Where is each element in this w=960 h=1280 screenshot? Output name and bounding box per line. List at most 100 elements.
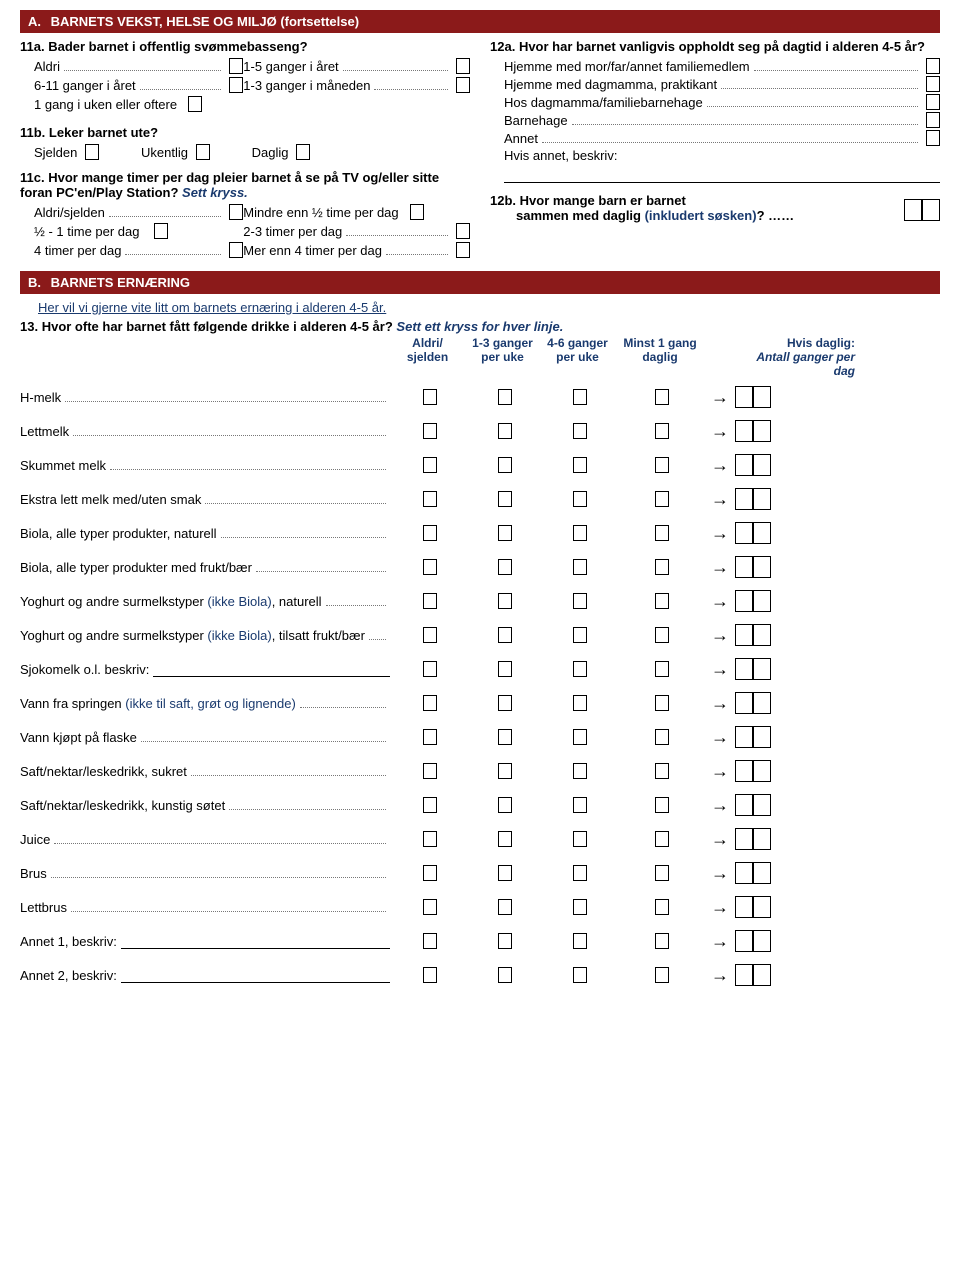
digit-box[interactable] xyxy=(735,488,753,510)
checkbox[interactable] xyxy=(655,797,669,813)
checkbox[interactable] xyxy=(498,593,512,609)
checkbox[interactable] xyxy=(573,865,587,881)
checkbox[interactable] xyxy=(229,77,243,93)
digit-box[interactable] xyxy=(922,199,940,221)
checkbox[interactable] xyxy=(423,525,437,541)
digit-box[interactable] xyxy=(753,454,771,476)
checkbox[interactable] xyxy=(498,797,512,813)
checkbox[interactable] xyxy=(573,525,587,541)
digit-box[interactable] xyxy=(735,692,753,714)
digit-box[interactable] xyxy=(735,862,753,884)
checkbox[interactable] xyxy=(498,831,512,847)
checkbox[interactable] xyxy=(573,933,587,949)
digit-box[interactable] xyxy=(735,386,753,408)
checkbox[interactable] xyxy=(456,223,470,239)
checkbox[interactable] xyxy=(498,763,512,779)
digit-box[interactable] xyxy=(735,590,753,612)
checkbox[interactable] xyxy=(498,933,512,949)
checkbox[interactable] xyxy=(573,695,587,711)
digit-box[interactable] xyxy=(753,760,771,782)
checkbox[interactable] xyxy=(926,76,940,92)
checkbox[interactable] xyxy=(655,559,669,575)
q12a-other-line[interactable] xyxy=(504,169,940,183)
checkbox[interactable] xyxy=(423,457,437,473)
checkbox[interactable] xyxy=(188,96,202,112)
digit-box[interactable] xyxy=(753,658,771,680)
checkbox[interactable] xyxy=(423,933,437,949)
checkbox[interactable] xyxy=(573,593,587,609)
digit-box[interactable] xyxy=(904,199,922,221)
checkbox[interactable] xyxy=(423,831,437,847)
checkbox[interactable] xyxy=(498,967,512,983)
checkbox[interactable] xyxy=(655,763,669,779)
digit-box[interactable] xyxy=(753,930,771,952)
digit-box[interactable] xyxy=(753,692,771,714)
checkbox[interactable] xyxy=(498,729,512,745)
checkbox[interactable] xyxy=(655,593,669,609)
digit-box[interactable] xyxy=(753,794,771,816)
digit-box[interactable] xyxy=(753,556,771,578)
checkbox[interactable] xyxy=(655,525,669,541)
checkbox[interactable] xyxy=(410,204,424,220)
checkbox[interactable] xyxy=(573,389,587,405)
checkbox[interactable] xyxy=(573,763,587,779)
checkbox[interactable] xyxy=(573,729,587,745)
checkbox[interactable] xyxy=(423,763,437,779)
digit-box[interactable] xyxy=(753,386,771,408)
digit-box[interactable] xyxy=(753,624,771,646)
checkbox[interactable] xyxy=(655,967,669,983)
checkbox[interactable] xyxy=(655,627,669,643)
checkbox[interactable] xyxy=(655,899,669,915)
checkbox[interactable] xyxy=(423,797,437,813)
digit-box[interactable] xyxy=(753,862,771,884)
checkbox[interactable] xyxy=(655,423,669,439)
checkbox[interactable] xyxy=(573,899,587,915)
checkbox[interactable] xyxy=(573,457,587,473)
digit-box[interactable] xyxy=(735,964,753,986)
checkbox[interactable] xyxy=(196,144,210,160)
checkbox[interactable] xyxy=(655,729,669,745)
checkbox[interactable] xyxy=(573,967,587,983)
checkbox[interactable] xyxy=(498,457,512,473)
checkbox[interactable] xyxy=(573,559,587,575)
checkbox[interactable] xyxy=(573,661,587,677)
digit-box[interactable] xyxy=(753,896,771,918)
checkbox[interactable] xyxy=(423,389,437,405)
checkbox[interactable] xyxy=(423,729,437,745)
checkbox[interactable] xyxy=(423,627,437,643)
digit-box[interactable] xyxy=(735,760,753,782)
digit-box[interactable] xyxy=(753,964,771,986)
checkbox[interactable] xyxy=(655,389,669,405)
checkbox[interactable] xyxy=(423,967,437,983)
checkbox[interactable] xyxy=(423,423,437,439)
digit-box[interactable] xyxy=(735,896,753,918)
checkbox[interactable] xyxy=(573,423,587,439)
checkbox[interactable] xyxy=(573,627,587,643)
checkbox[interactable] xyxy=(423,865,437,881)
checkbox[interactable] xyxy=(926,130,940,146)
checkbox[interactable] xyxy=(573,797,587,813)
digit-box[interactable] xyxy=(735,726,753,748)
checkbox[interactable] xyxy=(655,491,669,507)
checkbox[interactable] xyxy=(423,559,437,575)
checkbox[interactable] xyxy=(498,423,512,439)
checkbox[interactable] xyxy=(229,58,243,74)
checkbox[interactable] xyxy=(498,899,512,915)
digit-box[interactable] xyxy=(753,488,771,510)
digit-box[interactable] xyxy=(735,624,753,646)
checkbox[interactable] xyxy=(296,144,310,160)
digit-box[interactable] xyxy=(735,556,753,578)
checkbox[interactable] xyxy=(655,457,669,473)
checkbox[interactable] xyxy=(423,899,437,915)
checkbox[interactable] xyxy=(573,491,587,507)
checkbox[interactable] xyxy=(423,491,437,507)
fill-line[interactable] xyxy=(121,969,390,983)
digit-box[interactable] xyxy=(753,590,771,612)
digit-box[interactable] xyxy=(735,522,753,544)
checkbox[interactable] xyxy=(926,94,940,110)
fill-line[interactable] xyxy=(121,935,390,949)
checkbox[interactable] xyxy=(498,491,512,507)
digit-box[interactable] xyxy=(753,522,771,544)
digit-box[interactable] xyxy=(735,658,753,680)
fill-line[interactable] xyxy=(153,663,390,677)
